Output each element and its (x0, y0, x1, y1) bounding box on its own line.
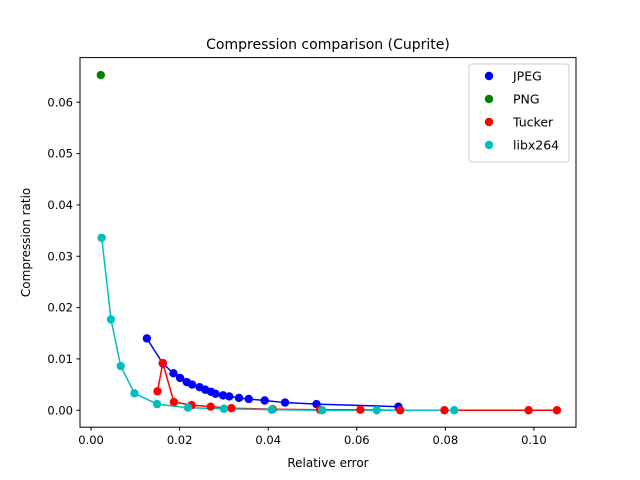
data-point-tucker (356, 405, 365, 414)
x-tick-label: 0.10 (521, 433, 547, 447)
x-tick-label: 0.06 (344, 433, 370, 447)
legend-label-tucker: Tucker (512, 115, 554, 130)
data-point-tucker (395, 406, 405, 415)
data-point-libx264 (183, 403, 193, 412)
legend-label-jpeg: JPEG (512, 69, 542, 84)
legend-marker-tucker (484, 117, 494, 127)
legend-marker-libx264 (484, 140, 494, 150)
data-point-jpeg (234, 393, 244, 403)
data-point-libx264 (219, 404, 229, 413)
y-tick-label: 0.05 (47, 147, 73, 161)
data-point-tucker (552, 406, 562, 415)
data-point-tucker (206, 402, 215, 411)
y-axis-label: Compression ratio (19, 188, 33, 297)
data-point-libx264 (372, 406, 381, 415)
data-point-jpeg (225, 392, 234, 401)
data-point-libx264 (116, 361, 125, 371)
data-point-jpeg (260, 396, 269, 405)
data-point-jpeg (244, 394, 253, 404)
data-point-png (96, 70, 106, 80)
data-point-jpeg (142, 334, 152, 343)
data-point-jpeg (280, 398, 290, 407)
data-point-jpeg (169, 369, 178, 378)
data-point-libx264 (318, 406, 327, 415)
data-point-tucker (153, 387, 162, 396)
data-point-tucker (169, 397, 179, 407)
data-point-tucker (524, 406, 533, 415)
series-points (96, 70, 562, 415)
x-tick-label: 0.00 (78, 433, 104, 447)
y-tick-label: 0.01 (47, 352, 73, 366)
legend-marker-png (484, 94, 494, 104)
legend-box (468, 63, 570, 163)
y-tick-label: 0.03 (47, 249, 73, 263)
data-point-jpeg (218, 391, 228, 400)
data-point-jpeg (187, 380, 197, 389)
y-tick-label: 0.06 (47, 95, 73, 109)
data-point-tucker (158, 358, 168, 368)
data-point-libx264 (152, 399, 162, 409)
data-point-jpeg (175, 373, 185, 383)
data-point-libx264 (267, 405, 276, 414)
plot-border (79, 57, 577, 428)
data-point-libx264 (106, 315, 116, 324)
y-tick-label: 0.02 (47, 301, 73, 315)
legend-marker-jpeg (484, 71, 494, 81)
x-axis-label: Relative error (287, 456, 368, 470)
data-point-libx264 (130, 389, 139, 398)
data-point-libx264 (450, 406, 459, 415)
data-point-libx264 (97, 233, 106, 242)
data-point-tucker (227, 404, 236, 413)
x-axis-ticks: 0.00 0.02 0.04 0.06 0.08 0.10 (78, 427, 547, 447)
legend-label-png: PNG (513, 92, 540, 107)
y-tick-label: 0.04 (47, 198, 73, 212)
data-point-tucker (440, 406, 449, 415)
data-point-jpeg (211, 389, 220, 399)
y-tick-label: 0.00 (47, 403, 73, 417)
x-tick-label: 0.08 (433, 433, 459, 447)
legend: JPEG PNG Tucker libx264 (468, 63, 570, 163)
legend-label-libx264: libx264 (513, 138, 559, 153)
x-tick-label: 0.02 (167, 433, 193, 447)
y-axis-ticks: 0.00 0.01 0.02 0.03 0.04 0.05 0.06 (47, 95, 80, 417)
chart-title: Compression comparison (Cuprite) (206, 37, 450, 53)
x-tick-label: 0.04 (255, 433, 281, 447)
